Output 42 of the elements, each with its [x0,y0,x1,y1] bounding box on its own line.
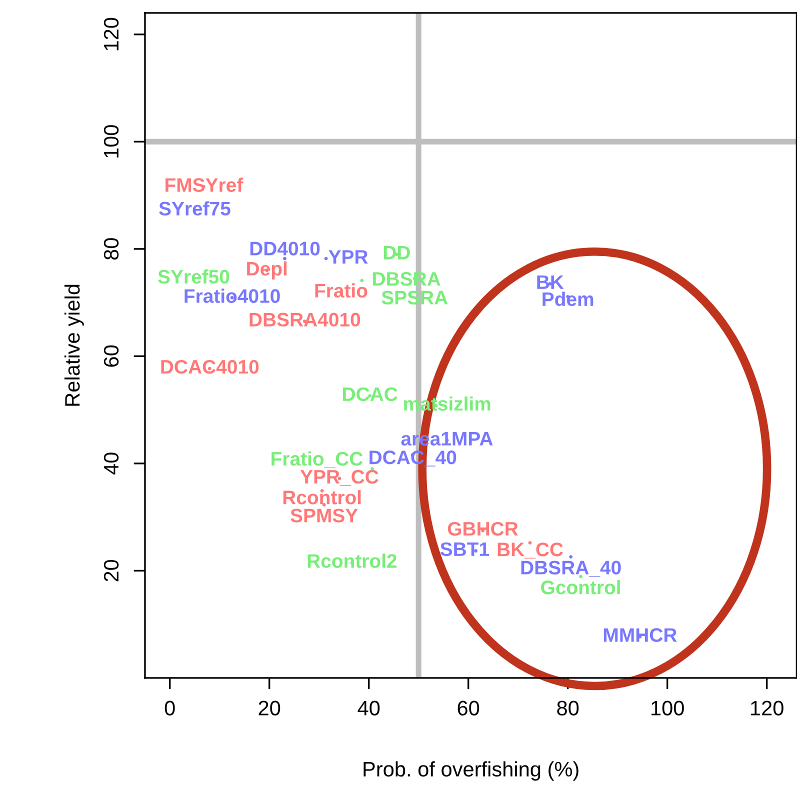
annotation: DD4010 [250,242,320,256]
annotation: DCAC4010 [161,360,259,374]
y-tick-label: 80 [104,238,119,260]
annotation: BK [537,275,564,289]
annotation: Rcontrol [283,490,361,504]
x-tick-label: 20 [258,700,280,716]
y-axis-title: Relative yield [64,284,84,406]
annotation: Depl [247,261,287,280]
annotation: DCAC [343,387,398,402]
annotation: Fratio [315,283,368,298]
annotation: YPR_CC [300,470,378,486]
annotation: DBSRA [373,272,440,286]
annotation: SYref50 [158,269,230,284]
x-tick-label: 0 [164,700,175,716]
x-axis-title: Prob. of overfishing (%) [364,761,578,781]
annotation: Rcontrol2 [308,554,397,568]
x-tick-label: 40 [358,700,380,716]
annotation: BK_CC [498,542,563,559]
annotation: Fratio4010 [184,288,280,303]
annotation: YPR [328,250,368,264]
annotation: DD [384,246,410,260]
x-tick-label: 120 [751,700,784,716]
x-tick-label: 60 [458,700,480,716]
y-tick-label: 20 [104,560,119,582]
annotation: Pdem [542,292,594,306]
annotation: SPSRA [382,290,448,304]
annotation: Fratio_CC [272,451,363,468]
annotation: FMSYref [166,178,244,192]
y-tick-label: 60 [104,345,119,367]
annotation: GBHCR [448,522,518,536]
annotation: SBT1 [440,542,489,556]
x-tick-label: 80 [557,700,579,716]
x-tick-label: 100 [652,700,684,716]
annotation: MMHCR [604,628,677,642]
y-tick-label: 100 [104,125,119,158]
annotation: DBSRA_40 [521,560,621,577]
annotation: SYref75 [159,201,230,216]
y-tick-label: 40 [104,452,119,475]
y-tick-label: 120 [104,18,119,50]
annotation: SPMSY [290,508,358,522]
annotation: Gcontrol [541,580,620,594]
annotation: DBSRA4010 [250,312,360,327]
